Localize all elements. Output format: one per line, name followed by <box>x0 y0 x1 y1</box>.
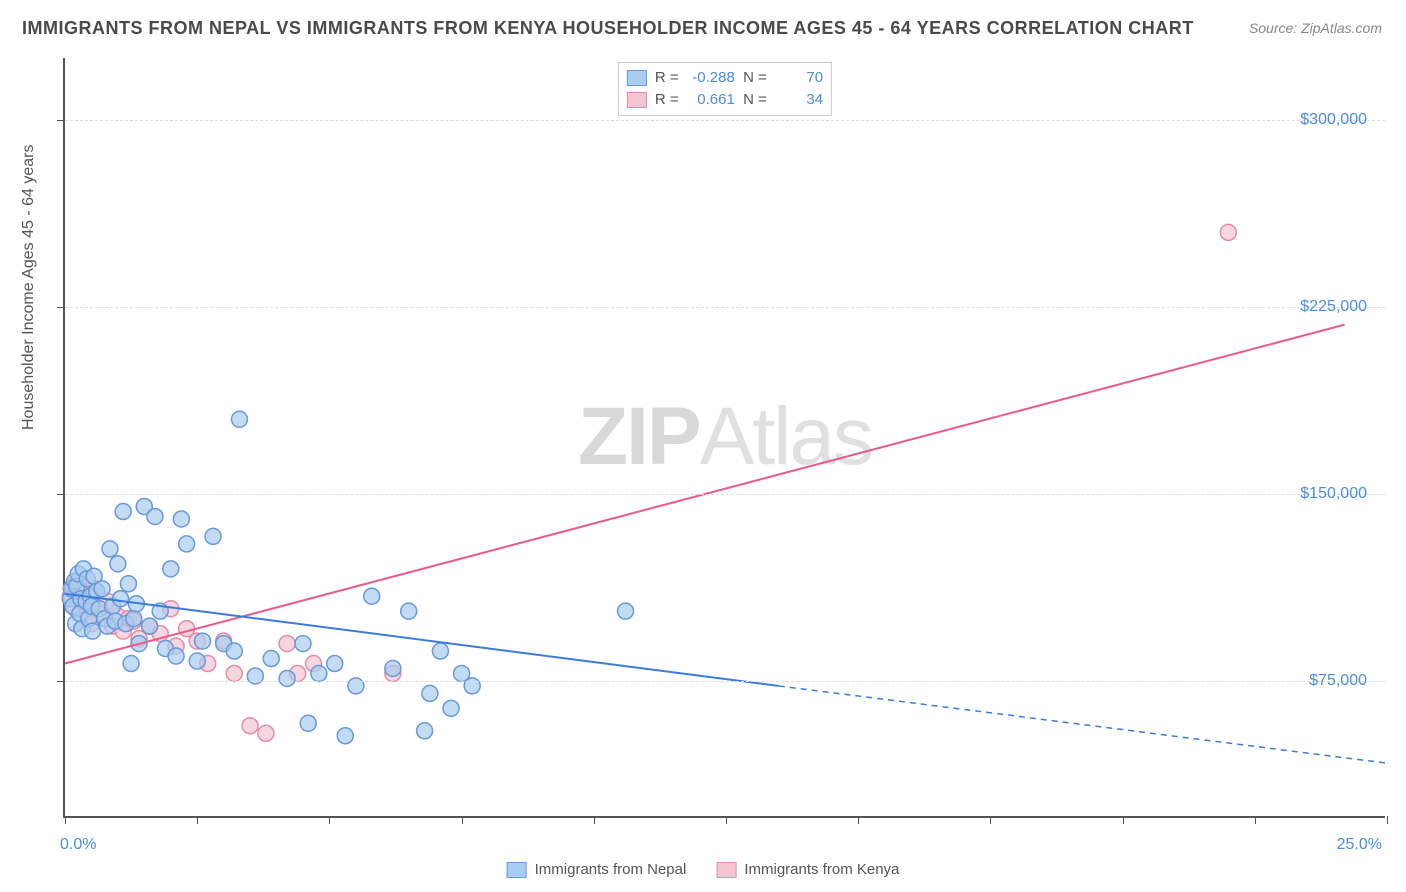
scatter-point <box>147 508 163 524</box>
y-tick <box>57 494 65 495</box>
x-tick <box>197 816 198 824</box>
x-axis-label-start: 0.0% <box>60 836 96 854</box>
scatter-point <box>226 665 242 681</box>
legend-label-series2: Immigrants from Kenya <box>744 861 899 878</box>
gridline-h <box>65 681 1385 682</box>
scatter-point <box>179 536 195 552</box>
x-tick <box>594 816 595 824</box>
legend-swatch-series1 <box>507 862 527 878</box>
x-tick <box>1123 816 1124 824</box>
y-tick <box>57 681 65 682</box>
legend-item-series2: Immigrants from Kenya <box>716 861 899 878</box>
scatter-point <box>1220 224 1236 240</box>
scatter-point <box>422 685 438 701</box>
x-tick <box>726 816 727 824</box>
scatter-point <box>163 561 179 577</box>
scatter-point <box>123 656 139 672</box>
scatter-point <box>189 653 205 669</box>
scatter-point <box>142 618 158 634</box>
scatter-point <box>364 588 380 604</box>
x-tick <box>65 816 66 824</box>
scatter-point <box>173 511 189 527</box>
scatter-point <box>258 725 274 741</box>
chart-title: IMMIGRANTS FROM NEPAL VS IMMIGRANTS FROM… <box>22 18 1194 39</box>
plot-area: ZIPAtlas R = -0.288 N = 70 R = 0.661 N =… <box>63 58 1385 818</box>
scatter-point <box>337 728 353 744</box>
scatter-point <box>110 556 126 572</box>
x-tick <box>990 816 991 824</box>
y-tick-label: $300,000 <box>1300 111 1367 129</box>
x-axis-label-end: 25.0% <box>1337 836 1382 854</box>
scatter-point <box>120 576 136 592</box>
legend-swatch-series2 <box>716 862 736 878</box>
scatter-point <box>94 581 110 597</box>
scatter-point <box>113 591 129 607</box>
scatter-point <box>327 656 343 672</box>
scatter-point <box>102 541 118 557</box>
scatter-point <box>295 636 311 652</box>
scatter-point <box>194 633 210 649</box>
scatter-point <box>263 651 279 667</box>
y-axis-title: Householder Income Ages 45 - 64 years <box>20 145 38 431</box>
scatter-point <box>84 623 100 639</box>
scatter-point <box>115 504 131 520</box>
scatter-point <box>205 528 221 544</box>
scatter-point <box>311 665 327 681</box>
y-tick-label: $75,000 <box>1309 672 1367 690</box>
legend-item-series1: Immigrants from Nepal <box>507 861 687 878</box>
scatter-point <box>618 603 634 619</box>
bottom-legend: Immigrants from Nepal Immigrants from Ke… <box>507 861 900 878</box>
legend-label-series1: Immigrants from Nepal <box>535 861 687 878</box>
scatter-point <box>443 700 459 716</box>
scatter-point <box>279 670 295 686</box>
scatter-point <box>385 660 401 676</box>
gridline-h <box>65 120 1385 121</box>
gridline-h <box>65 307 1385 308</box>
scatter-point <box>226 643 242 659</box>
gridline-h <box>65 494 1385 495</box>
y-tick-label: $225,000 <box>1300 298 1367 316</box>
scatter-point <box>300 715 316 731</box>
chart-svg <box>65 58 1385 816</box>
x-tick <box>858 816 859 824</box>
x-tick <box>1387 816 1388 824</box>
y-tick <box>57 307 65 308</box>
scatter-point <box>279 636 295 652</box>
x-tick <box>1255 816 1256 824</box>
scatter-point <box>401 603 417 619</box>
scatter-point <box>232 411 248 427</box>
y-tick-label: $150,000 <box>1300 485 1367 503</box>
scatter-point <box>432 643 448 659</box>
scatter-point <box>126 611 142 627</box>
trend-line <box>779 686 1387 763</box>
x-tick <box>462 816 463 824</box>
y-tick <box>57 120 65 121</box>
source-attribution: Source: ZipAtlas.com <box>1249 20 1382 36</box>
scatter-point <box>168 648 184 664</box>
scatter-point <box>242 718 258 734</box>
x-tick <box>329 816 330 824</box>
scatter-point <box>417 723 433 739</box>
